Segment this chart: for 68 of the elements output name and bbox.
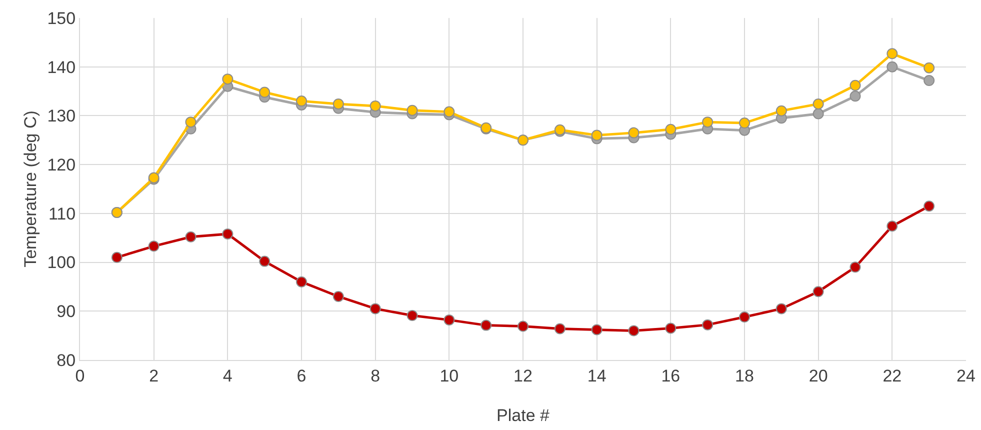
y-tick-label: 150: [47, 8, 76, 28]
point: [591, 324, 602, 336]
point: [886, 48, 898, 60]
point: [924, 62, 935, 74]
point: [850, 90, 861, 102]
x-tick-label: 6: [296, 366, 306, 386]
point: [924, 200, 935, 212]
point: [480, 320, 492, 331]
point: [518, 320, 528, 332]
x-tick-label: 8: [370, 366, 380, 386]
x-tick-label: 10: [440, 366, 459, 386]
point: [259, 86, 270, 98]
point: [886, 220, 898, 232]
point: [628, 325, 640, 336]
point: [185, 116, 196, 128]
point: [739, 312, 750, 323]
x-axis-title: Plate #: [496, 406, 550, 425]
point: [665, 322, 676, 334]
x-tick-label: 14: [587, 366, 606, 386]
x-tick-label: 18: [735, 366, 754, 386]
point: [628, 127, 640, 138]
y-tick-label: 80: [56, 350, 76, 370]
point: [850, 80, 861, 91]
point: [554, 323, 566, 334]
x-tick-label: 0: [75, 366, 85, 386]
point: [444, 106, 455, 118]
point: [702, 319, 714, 330]
y-axis-title: Temperature (deg C): [21, 110, 40, 268]
point: [665, 124, 676, 135]
point: [332, 290, 344, 302]
x-tick-label: 24: [956, 366, 976, 386]
x-tick-label: 20: [808, 366, 828, 386]
point: [259, 256, 270, 267]
point: [222, 228, 234, 240]
x-tick-label: 2: [149, 366, 159, 386]
point: [406, 310, 418, 322]
point: [332, 98, 344, 110]
point: [812, 98, 824, 110]
y-tick-label: 140: [47, 58, 76, 77]
x-tick-label: 4: [222, 366, 232, 386]
point: [591, 130, 602, 141]
x-tick-label: 16: [661, 366, 680, 386]
point: [739, 118, 750, 129]
point: [812, 286, 824, 298]
point: [148, 240, 160, 252]
point: [296, 276, 307, 288]
point: [444, 314, 455, 326]
point: [776, 105, 787, 116]
point: [776, 303, 787, 314]
point: [111, 252, 122, 263]
y-tick-label: 100: [47, 253, 76, 272]
point: [406, 104, 418, 116]
point: [185, 231, 196, 242]
y-tick-label: 110: [48, 204, 76, 224]
point: [296, 96, 307, 107]
x-tick-label: 22: [882, 366, 902, 386]
y-tick-label: 90: [56, 302, 76, 322]
point: [850, 262, 861, 273]
x-tick-label: 12: [514, 366, 532, 386]
point: [812, 108, 824, 120]
y-tick-label: 120: [47, 156, 76, 175]
point: [886, 61, 898, 72]
point: [370, 303, 381, 314]
point: [702, 116, 714, 128]
point: [924, 75, 935, 86]
point: [222, 74, 234, 85]
point: [370, 100, 381, 112]
y-tick-label: 130: [47, 106, 76, 126]
